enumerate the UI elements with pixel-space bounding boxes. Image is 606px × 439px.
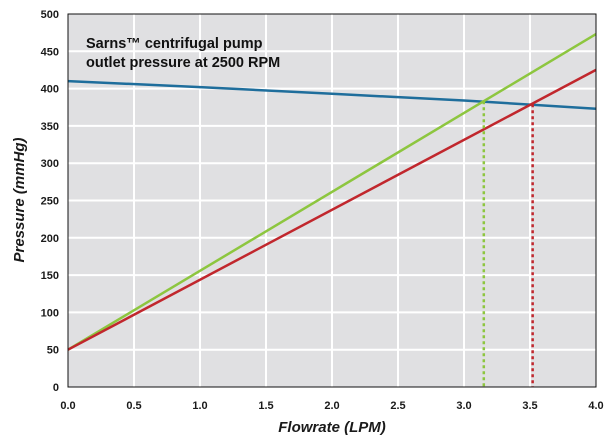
y-tick-label: 300 — [41, 158, 59, 170]
y-tick-label: 400 — [41, 84, 59, 96]
x-axis-ticks: 0.0 0.5 1.0 1.5 2.0 2.5 3.0 3.5 4.0 — [60, 400, 603, 412]
y-tick-label: 450 — [41, 46, 59, 58]
y-tick-label: 0 — [53, 382, 59, 394]
plot-frame — [67, 13, 597, 388]
x-tick-label: 1.5 — [258, 400, 273, 412]
x-tick-label: 1.0 — [192, 400, 207, 412]
series-line-1 — [67, 79, 597, 110]
y-axis-title: Pressure (mmHg) — [11, 137, 28, 262]
intersection-markers — [482, 101, 534, 387]
x-tick-label: 2.5 — [390, 400, 405, 412]
annotation-line-2: outlet pressure at 2500 RPM — [86, 55, 280, 71]
x-tick-label: 3.5 — [522, 400, 537, 412]
y-tick-label: 150 — [41, 270, 59, 282]
grid-lines — [68, 14, 596, 387]
series-line-2 — [67, 33, 597, 351]
y-tick-label: 350 — [41, 121, 59, 133]
y-tick-label: 50 — [47, 345, 59, 357]
series-line-3 — [67, 68, 597, 351]
x-axis-title: Flowrate (LPM) — [278, 419, 386, 436]
x-tick-label: 2.0 — [324, 400, 339, 412]
x-tick-label: 3.0 — [456, 400, 471, 412]
x-tick-label: 0.0 — [60, 400, 75, 412]
y-axis-ticks: 0 50 100 150 200 250 300 350 400 450 500 — [41, 9, 59, 394]
y-tick-label: 100 — [41, 307, 59, 319]
series-lines — [67, 33, 597, 351]
y-tick-label: 250 — [41, 196, 59, 208]
x-tick-label: 4.0 — [588, 400, 603, 412]
annotation-line-1: Sarns™ centrifugal pump — [86, 36, 263, 52]
x-tick-label: 0.5 — [126, 400, 141, 412]
y-tick-label: 500 — [41, 9, 59, 21]
y-tick-label: 200 — [41, 233, 59, 245]
